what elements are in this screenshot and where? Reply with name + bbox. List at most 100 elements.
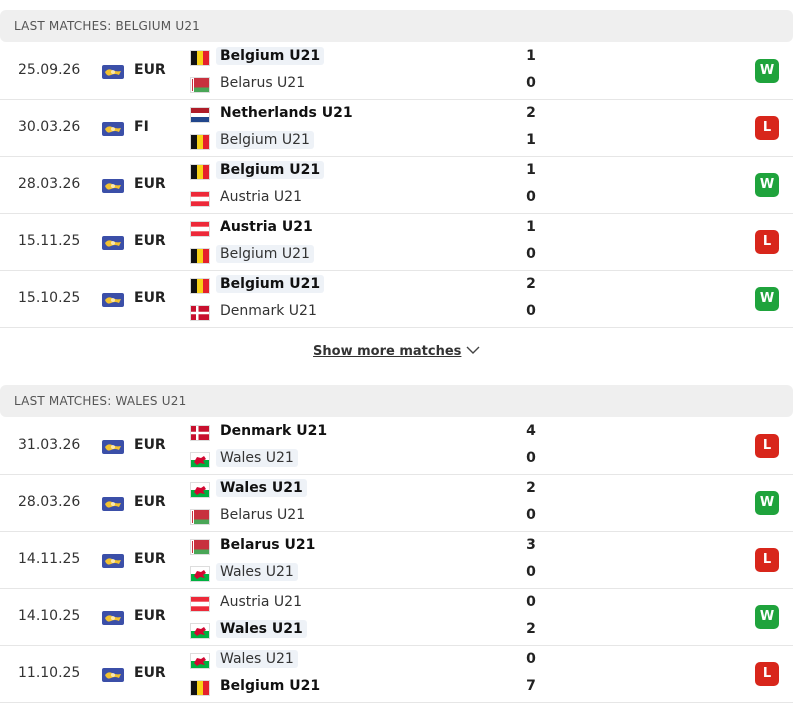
competition: EUR [134, 551, 166, 567]
match-row: 15.10.25 EUR Belgium U21 2 Denmark U21 0 W [0, 271, 793, 328]
score: 2 [526, 276, 536, 292]
score: 2 [526, 105, 536, 121]
match-date: 11.10.25 [18, 665, 81, 681]
team-flag [191, 191, 209, 210]
team-name: Austria U21 [220, 219, 313, 235]
team-flag [191, 107, 209, 126]
score: 2 [526, 621, 536, 637]
result-badge: L [755, 548, 779, 572]
result-badge: W [755, 287, 779, 311]
competition: EUR [134, 665, 166, 681]
team-name: Belarus U21 [220, 75, 306, 91]
competition: EUR [134, 233, 166, 249]
team-flag [191, 623, 209, 642]
team-name: Wales U21 [216, 563, 298, 581]
team-name: Denmark U21 [220, 423, 328, 439]
score: 0 [526, 651, 536, 667]
score: 0 [526, 246, 536, 262]
result-badge: L [755, 662, 779, 686]
team-flag [191, 77, 209, 96]
score: 1 [526, 48, 536, 64]
team-name: Belgium U21 [216, 245, 314, 263]
competition-icon [102, 496, 124, 515]
team-flag [191, 680, 209, 699]
match-date: 28.03.26 [18, 176, 81, 192]
team-flag [191, 164, 209, 183]
match-row: 31.03.26 EUR Denmark U21 4 Wales U21 0 L [0, 418, 793, 475]
match-row: 25.09.26 EUR Belgium U21 1 Belarus U21 0 W [0, 43, 793, 100]
show-more[interactable]: Show more matches [0, 344, 793, 359]
result-badge: W [755, 605, 779, 629]
team-name: Wales U21 [216, 449, 298, 467]
team-flag [191, 278, 209, 297]
match-date: 25.09.26 [18, 62, 81, 78]
team-name: Belgium U21 [220, 678, 321, 694]
score: 1 [526, 132, 536, 148]
match-row: 14.11.25 EUR Belarus U21 3 Wales U21 0 L [0, 532, 793, 589]
match-row: 28.03.26 EUR Belgium U21 1 Austria U21 0 W [0, 157, 793, 214]
match-date: 31.03.26 [18, 437, 81, 453]
team-name: Austria U21 [220, 189, 302, 205]
show-more-label[interactable]: Show more matches [313, 344, 462, 359]
score: 0 [526, 450, 536, 466]
score: 1 [526, 219, 536, 235]
score: 3 [526, 537, 536, 553]
team-name: Denmark U21 [220, 303, 317, 319]
competition: EUR [134, 437, 166, 453]
result-badge: W [755, 173, 779, 197]
match-date: 30.03.26 [18, 119, 81, 135]
match-row: 11.10.25 EUR Wales U21 0 Belgium U21 7 L [0, 646, 793, 703]
score: 0 [526, 507, 536, 523]
competition: EUR [134, 290, 166, 306]
match-date: 14.10.25 [18, 608, 81, 624]
team-flag [191, 596, 209, 615]
result-badge: L [755, 116, 779, 140]
team-flag [191, 50, 209, 69]
match-date: 15.10.25 [18, 290, 81, 306]
team-name: Belgium U21 [216, 131, 314, 149]
team-flag [191, 509, 209, 528]
team-name: Belarus U21 [220, 537, 316, 553]
competition: EUR [134, 176, 166, 192]
score: 0 [526, 303, 536, 319]
team-name: Belgium U21 [216, 47, 325, 65]
team-flag [191, 221, 209, 240]
competition-icon [102, 292, 124, 311]
competition: EUR [134, 494, 166, 510]
competition: FI [134, 119, 149, 135]
team-name: Wales U21 [216, 620, 307, 638]
team-name: Belarus U21 [220, 507, 306, 523]
team-flag [191, 425, 209, 444]
match-row: 15.11.25 EUR Austria U21 1 Belgium U21 0 L [0, 214, 793, 271]
team-name: Belgium U21 [216, 161, 325, 179]
competition-icon [102, 610, 124, 629]
competition-icon [102, 64, 124, 83]
match-row: 14.10.25 EUR Austria U21 0 Wales U21 2 W [0, 589, 793, 646]
team-name: Belgium U21 [216, 275, 325, 293]
competition-icon [102, 667, 124, 686]
section-header: LAST MATCHES: BELGIUM U21 [0, 10, 793, 42]
team-flag [191, 653, 209, 672]
score: 0 [526, 564, 536, 580]
competition: EUR [134, 62, 166, 78]
result-badge: L [755, 230, 779, 254]
team-name: Wales U21 [216, 650, 298, 668]
team-flag [191, 482, 209, 501]
score: 7 [526, 678, 536, 694]
team-flag [191, 248, 209, 267]
match-date: 15.11.25 [18, 233, 81, 249]
chevron[interactable] [461, 344, 480, 359]
score: 0 [526, 75, 536, 91]
match-row: 30.03.26 FI Netherlands U21 2 Belgium U21 1 L [0, 100, 793, 157]
score: 4 [526, 423, 536, 439]
competition-icon [102, 235, 124, 254]
score: 0 [526, 594, 536, 610]
competition: EUR [134, 608, 166, 624]
team-flag [191, 539, 209, 558]
competition-icon [102, 178, 124, 197]
team-name: Austria U21 [220, 594, 302, 610]
team-name: Wales U21 [216, 479, 307, 497]
result-badge: L [755, 434, 779, 458]
team-flag [191, 452, 209, 471]
